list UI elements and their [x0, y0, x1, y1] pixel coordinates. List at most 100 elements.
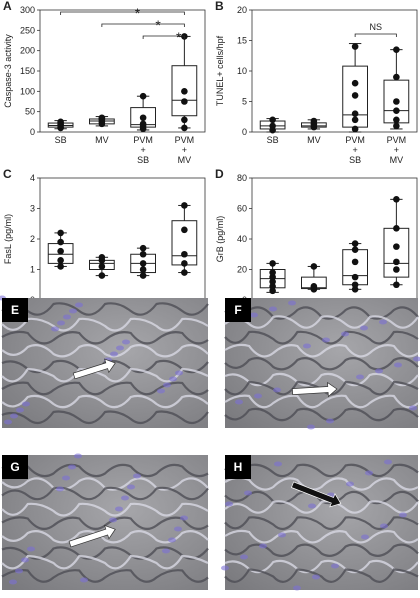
nucleus [356, 374, 364, 380]
nucleus [375, 368, 383, 374]
significance-bracket [354, 33, 397, 37]
data-point [57, 247, 64, 255]
data-point [269, 122, 276, 130]
tissue-strand [1, 546, 209, 560]
nucleus [240, 554, 248, 560]
nucleus [274, 461, 282, 467]
tissue-strand [1, 359, 209, 374]
data-point [98, 272, 106, 279]
nucleus [259, 543, 267, 549]
nucleus [346, 481, 354, 487]
x-tick-label: PVM [345, 135, 365, 145]
significance-bracket [60, 11, 185, 15]
data-point [351, 125, 359, 133]
tissue-strand [1, 394, 209, 409]
tissue-strand [224, 568, 419, 583]
data-point [139, 272, 147, 279]
micrograph: F [224, 298, 420, 430]
tissue-strand [1, 344, 209, 358]
nucleus [293, 585, 301, 591]
y-tick-label: 20 [237, 5, 247, 15]
x-tick-label: MV [178, 155, 192, 165]
y-tick-label: 50 [25, 107, 35, 117]
nucleus [175, 370, 183, 376]
nucleus [254, 393, 262, 399]
data-point [351, 286, 359, 293]
panel-label-box [2, 298, 28, 322]
tissue-strand [1, 486, 209, 501]
data-point [393, 281, 400, 289]
panel-label: B [215, 0, 224, 13]
x-tick-label: PVM [387, 135, 407, 145]
nucleus [308, 503, 316, 509]
data-point [393, 116, 400, 124]
significance-label: * [176, 29, 182, 45]
nucleus [69, 308, 77, 314]
x-tick-label: MV [307, 135, 321, 145]
data-point [139, 244, 147, 252]
data-point [351, 281, 359, 289]
panel-label: F [234, 303, 241, 317]
nucleus [303, 343, 311, 349]
data-point [393, 266, 400, 273]
nucleus [399, 512, 407, 518]
tissue-strand [224, 500, 419, 514]
data-point [351, 246, 359, 253]
y-tick-label: 300 [20, 5, 35, 15]
data-point [57, 118, 64, 126]
micrograph: E [0, 295, 209, 428]
x-tick-label: SB [349, 155, 361, 165]
significance-label: NS [369, 22, 382, 32]
data-point [57, 229, 64, 237]
nucleus [163, 382, 171, 388]
y-tick-label: 0 [242, 127, 247, 137]
x-tick-label: PVM [133, 135, 153, 145]
data-point [181, 260, 188, 267]
tissue-strand [1, 381, 209, 396]
nucleus [56, 486, 64, 492]
data-point [269, 260, 276, 267]
y-tick-label: 5 [242, 97, 247, 107]
nucleus [379, 319, 387, 325]
nucleus [127, 484, 135, 490]
data-point [393, 225, 400, 232]
nucleus [278, 532, 286, 538]
nucleus [74, 453, 82, 459]
nucleus [341, 331, 349, 337]
y-tick-label: 3 [30, 204, 35, 214]
tissue-strand [224, 394, 419, 409]
data-point [139, 260, 147, 267]
nucleus [21, 557, 29, 563]
tissue-strand [224, 343, 419, 358]
y-tick-label: 0 [30, 127, 35, 137]
tissue-strand [224, 357, 419, 371]
data-point [393, 73, 400, 81]
tissue-strand [224, 559, 419, 574]
data-point [139, 120, 147, 128]
tissue-strand [1, 302, 209, 316]
nucleus [244, 490, 252, 496]
nucleus [361, 534, 369, 540]
nucleus [269, 306, 277, 312]
nucleus [4, 419, 12, 425]
nucleus [221, 565, 229, 571]
nucleus [322, 337, 330, 343]
data-point [351, 92, 359, 99]
tissue-strand [1, 569, 209, 583]
y-axis-label: Caspase-3 activity [3, 34, 13, 108]
nucleus [168, 537, 176, 543]
x-tick-label: + [352, 145, 357, 155]
data-point [351, 258, 359, 266]
data-point [351, 116, 359, 124]
panel-label-box [225, 455, 251, 479]
nucleus [68, 464, 76, 470]
x-tick-label: PVM [175, 135, 195, 145]
nucleus [225, 501, 233, 507]
nucleus [62, 475, 70, 481]
data-point [269, 287, 276, 295]
x-tick-label: MV [390, 155, 404, 165]
arrow [291, 481, 342, 508]
data-point [181, 116, 188, 124]
nucleus [312, 574, 320, 580]
nucleus [22, 401, 30, 407]
